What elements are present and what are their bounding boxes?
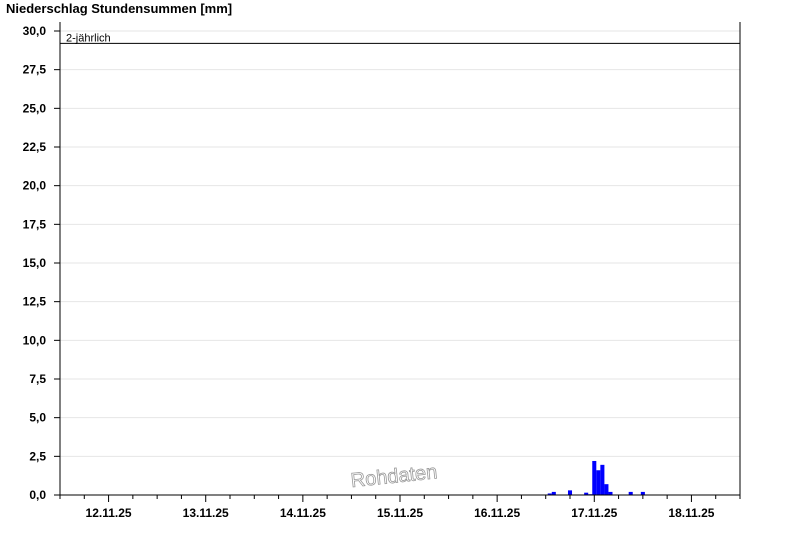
bar	[640, 491, 645, 495]
y-tick-label: 0,0	[29, 488, 46, 502]
y-tick-label: 7,5	[29, 372, 46, 386]
y-tick-label: 27,5	[23, 63, 47, 77]
bar	[592, 460, 597, 495]
y-ticks: 0,0 2,5 5,0 7,5 10,0 12,5 15,0 17,5 20,0 22,5 25,0…	[23, 24, 60, 502]
x-tick-label: 15.11.25	[377, 506, 423, 520]
y-tick-label: 20,0	[23, 179, 47, 193]
chart-title: Niederschlag Stundensummen [mm]	[6, 1, 232, 16]
bar	[584, 492, 589, 495]
bar	[567, 490, 573, 495]
x-tick-label: 13.11.25	[183, 506, 229, 520]
y-tick-label: 15,0	[23, 256, 47, 270]
bar	[604, 484, 609, 495]
watermark: Rohdaten	[350, 461, 439, 492]
y-tick-label: 12,5	[23, 295, 47, 309]
grid	[60, 30, 740, 457]
y-tick-label: 10,0	[23, 333, 47, 347]
y-tick-label: 17,5	[23, 217, 47, 231]
bar	[551, 491, 556, 495]
bar	[596, 470, 601, 495]
x-tick-label: 18.11.25	[668, 506, 714, 520]
bar	[608, 491, 613, 495]
x-tick-label: 17.11.25	[571, 506, 617, 520]
x-tick-label: 14.11.25	[280, 506, 326, 520]
y-tick-label: 2,5	[29, 449, 46, 463]
y-tick-label: 25,0	[23, 101, 47, 115]
bar	[547, 493, 552, 495]
threshold-label: 2-jährlich	[66, 32, 111, 44]
x-tick-label: 12.11.25	[86, 506, 132, 520]
y-tick-label: 30,0	[23, 24, 47, 38]
x-tick-label: 16.11.25	[474, 506, 520, 520]
y-tick-label: 5,0	[29, 411, 46, 425]
bars	[547, 460, 645, 495]
bar	[600, 464, 605, 495]
y-tick-label: 22,5	[23, 140, 47, 154]
x-ticks: 12.11.25 13.11.25 14.11.25 15.11.25 16.11.25…	[59, 495, 741, 520]
bar	[628, 491, 633, 495]
